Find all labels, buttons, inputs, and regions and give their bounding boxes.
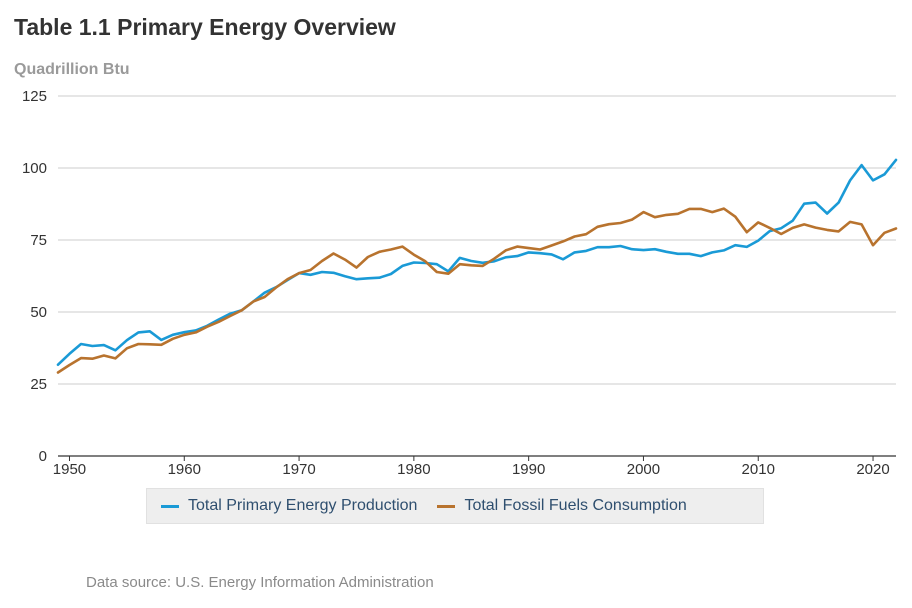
- y-tick-label: 75: [30, 232, 47, 249]
- legend: Total Primary Energy Production Total Fo…: [146, 488, 764, 524]
- legend-label-production: Total Primary Energy Production: [188, 497, 418, 514]
- series-line-consumption: [56, 207, 898, 374]
- chart-title: Table 1.1 Primary Energy Overview: [14, 14, 396, 40]
- legend-item-production[interactable]: Total Primary Energy Production: [161, 497, 417, 515]
- data-source-note: Data source: U.S. Energy Information Adm…: [86, 574, 434, 591]
- y-tick-label: 0: [39, 448, 47, 465]
- x-tick-label: 2000: [627, 461, 660, 478]
- x-tick-label: 1960: [168, 461, 201, 478]
- x-tick-label: 1990: [512, 461, 545, 478]
- x-tick-label: 2010: [742, 461, 775, 478]
- legend-swatch-production: [161, 504, 179, 508]
- x-tick-label: 1980: [397, 461, 430, 478]
- legend-item-consumption[interactable]: Total Fossil Fuels Consumption: [437, 497, 687, 515]
- x-tick-label: 1950: [53, 461, 86, 478]
- y-axis-unit-label: Quadrillion Btu: [14, 61, 130, 78]
- y-tick-label: 25: [30, 376, 47, 393]
- y-tick-label: 125: [22, 88, 47, 105]
- legend-swatch-consumption: [437, 504, 456, 508]
- legend-label-consumption: Total Fossil Fuels Consumption: [464, 497, 687, 514]
- series-line-production: [56, 158, 898, 367]
- y-tick-label: 50: [30, 304, 47, 321]
- y-tick-label: 100: [22, 160, 47, 177]
- x-tick-label: 1970: [282, 461, 315, 478]
- x-tick-label: 2020: [856, 461, 889, 478]
